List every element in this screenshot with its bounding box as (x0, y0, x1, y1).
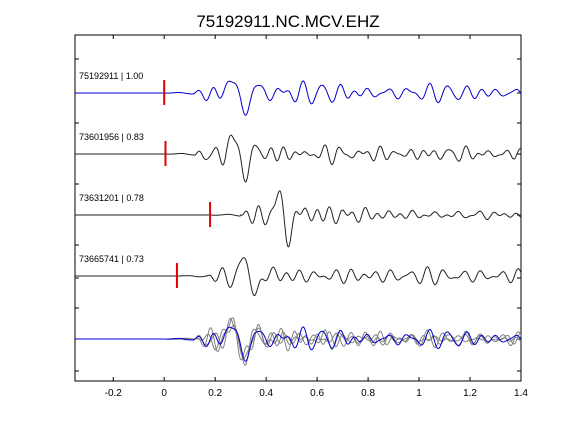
trace-3: 73631201 | 0.78 (75, 190, 522, 248)
x-tick-label: 0 (161, 388, 167, 399)
x-tick-label: -0.2 (105, 388, 123, 399)
x-tick-label: 0.6 (310, 388, 324, 399)
trace-2: 73601956 | 0.83 (75, 132, 522, 183)
plot-frame (74, 34, 522, 382)
x-tick-label: 1 (416, 388, 422, 399)
trace-label: 73601956 | 0.83 (79, 132, 144, 142)
trace-line (75, 257, 522, 296)
overlay-line (75, 326, 522, 362)
traces-group: 75192911 | 1.00 73601956 | 0.83 73631201 |… (75, 71, 522, 296)
trace-4: 73665741 | 0.73 (75, 254, 522, 296)
trace-1: 75192911 | 1.00 (75, 71, 522, 116)
overlay-group (75, 317, 522, 366)
trace-label: 73631201 | 0.78 (79, 193, 144, 203)
x-axis: -0.2 0 0.2 0.4 0.6 0.8 1 1.2 1.4 (75, 35, 528, 399)
chart-title: 75192911.NC.MCV.EHZ (196, 12, 379, 31)
trace-label: 75192911 | 1.00 (79, 71, 143, 81)
trace-line (75, 134, 522, 183)
x-tick-label: 1.4 (514, 388, 528, 399)
x-tick-label: 0.2 (208, 388, 222, 399)
x-tick-label: 0.4 (259, 388, 273, 399)
x-tick-label: 0.8 (361, 388, 375, 399)
trace-line (75, 80, 522, 116)
trace-line (75, 190, 522, 248)
trace-label: 73665741 | 0.73 (79, 254, 144, 264)
x-tick-label: 1.2 (463, 388, 477, 399)
